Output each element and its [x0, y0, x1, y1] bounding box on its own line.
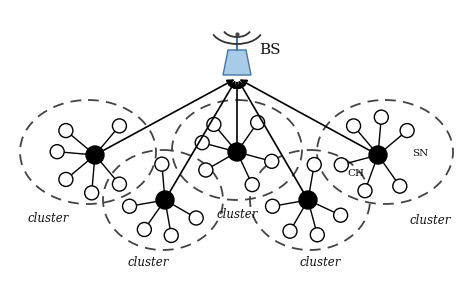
- Circle shape: [207, 118, 221, 131]
- Text: CH: CH: [347, 169, 365, 177]
- Circle shape: [59, 172, 73, 186]
- Circle shape: [245, 177, 259, 192]
- Circle shape: [265, 154, 279, 168]
- Text: cluster: cluster: [299, 256, 341, 268]
- Circle shape: [334, 158, 348, 172]
- Circle shape: [346, 119, 361, 133]
- Circle shape: [400, 124, 414, 138]
- Circle shape: [393, 179, 407, 193]
- Circle shape: [155, 157, 169, 171]
- Circle shape: [251, 115, 264, 129]
- Text: BS: BS: [259, 43, 281, 57]
- Circle shape: [156, 191, 174, 209]
- Circle shape: [50, 145, 64, 159]
- Polygon shape: [223, 50, 251, 75]
- Circle shape: [374, 110, 388, 124]
- Text: cluster: cluster: [216, 208, 258, 222]
- Circle shape: [299, 191, 317, 209]
- Circle shape: [59, 124, 73, 138]
- Circle shape: [199, 163, 213, 177]
- Circle shape: [123, 199, 137, 213]
- Text: cluster: cluster: [410, 214, 451, 226]
- Circle shape: [334, 208, 347, 222]
- Circle shape: [195, 136, 209, 150]
- Text: SN: SN: [412, 148, 428, 158]
- Circle shape: [86, 146, 104, 164]
- Circle shape: [310, 228, 324, 242]
- Circle shape: [369, 146, 387, 164]
- Circle shape: [112, 119, 127, 133]
- Circle shape: [164, 229, 178, 242]
- Text: cluster: cluster: [27, 211, 69, 225]
- Circle shape: [307, 158, 321, 172]
- Text: cluster: cluster: [128, 256, 169, 268]
- Circle shape: [189, 211, 203, 225]
- Circle shape: [112, 177, 127, 191]
- Circle shape: [358, 184, 372, 198]
- Circle shape: [283, 224, 297, 238]
- Circle shape: [137, 222, 151, 237]
- Circle shape: [265, 199, 280, 213]
- Circle shape: [85, 186, 99, 200]
- Circle shape: [228, 143, 246, 161]
